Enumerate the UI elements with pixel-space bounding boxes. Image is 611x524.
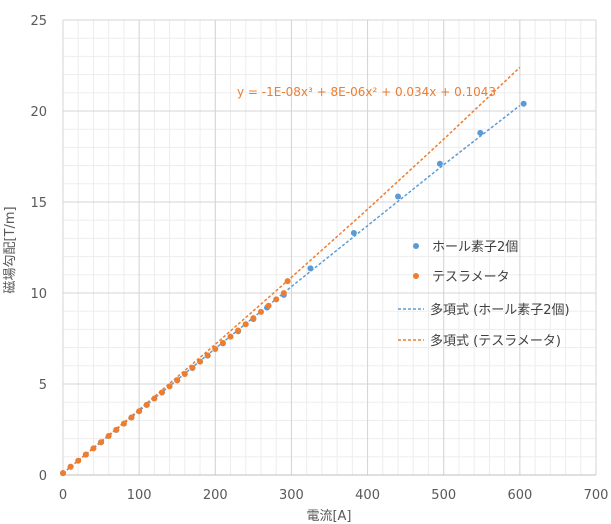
data-point	[284, 278, 291, 285]
data-point	[120, 420, 127, 427]
data-point	[242, 321, 249, 328]
data-point	[265, 302, 272, 309]
data-point	[60, 470, 66, 477]
x-axis-title: 電流[A]	[306, 509, 351, 524]
data-points	[60, 100, 527, 477]
data-point	[82, 451, 89, 458]
legend-marker-hall	[413, 243, 419, 249]
legend-label-teslameter-trend: 多項式 (テスラメータ)	[430, 333, 561, 349]
data-point	[197, 358, 204, 365]
legend-label-teslameter: テスラメータ	[432, 270, 510, 285]
x-axis-ticks: 0 100 200 300 400 500 600 700	[59, 488, 609, 503]
data-point	[280, 290, 287, 297]
x-tick-label: 600	[507, 488, 532, 503]
x-tick-label: 700	[584, 488, 609, 503]
x-tick-label: 0	[59, 488, 67, 503]
data-point	[520, 100, 527, 107]
x-tick-label: 400	[355, 488, 380, 503]
data-point	[136, 408, 143, 415]
annotation-equation: y = -1E-08x³ + 8E-06x² + 0.034x + 0.1043	[237, 85, 496, 99]
trendlines	[62, 66, 521, 474]
data-point	[128, 414, 135, 421]
x-tick-label: 300	[279, 488, 304, 503]
data-point	[151, 395, 158, 402]
data-point	[67, 463, 74, 470]
x-tick-label: 100	[127, 488, 152, 503]
data-point	[181, 370, 188, 377]
data-point	[307, 265, 314, 272]
data-point	[212, 346, 219, 353]
data-point	[90, 445, 97, 452]
legend-marker-teslameter	[413, 273, 419, 279]
data-point	[395, 193, 402, 200]
data-point	[227, 333, 234, 340]
data-point	[105, 433, 112, 440]
trendline	[62, 104, 521, 474]
y-axis-title: 磁場勾配[T/m]	[3, 206, 18, 293]
data-point	[350, 229, 357, 236]
y-tick-label: 15	[30, 196, 47, 211]
y-tick-label: 25	[30, 14, 47, 29]
data-point	[257, 308, 264, 315]
data-point	[477, 129, 484, 136]
legend-label-hall: ホール素子2個	[432, 240, 518, 255]
x-tick-label: 500	[431, 488, 456, 503]
data-point	[436, 160, 443, 167]
y-tick-label: 5	[39, 378, 47, 393]
legend-label-hall-trend: 多項式 (ホール素子2個)	[430, 302, 570, 318]
trendline	[62, 66, 521, 474]
data-point	[158, 389, 165, 396]
data-point	[250, 315, 257, 322]
major-grid	[62, 19, 597, 476]
legend: ホール素子2個 テスラメータ 多項式 (ホール素子2個) 多項式 (テスラメータ…	[398, 240, 570, 349]
y-tick-label: 20	[30, 105, 47, 120]
data-point	[219, 339, 226, 346]
y-tick-label: 0	[39, 469, 47, 484]
data-point	[189, 364, 196, 371]
data-point	[166, 383, 173, 390]
data-point	[204, 352, 211, 359]
data-point	[235, 327, 242, 334]
y-axis-ticks: 0 5 10 15 20 25	[30, 14, 47, 484]
data-point	[174, 377, 181, 384]
data-point	[143, 401, 150, 408]
data-point	[75, 457, 82, 464]
data-point	[273, 296, 280, 303]
x-tick-label: 200	[203, 488, 228, 503]
y-tick-label: 10	[30, 287, 47, 302]
data-point	[98, 439, 105, 446]
data-point	[113, 426, 120, 433]
